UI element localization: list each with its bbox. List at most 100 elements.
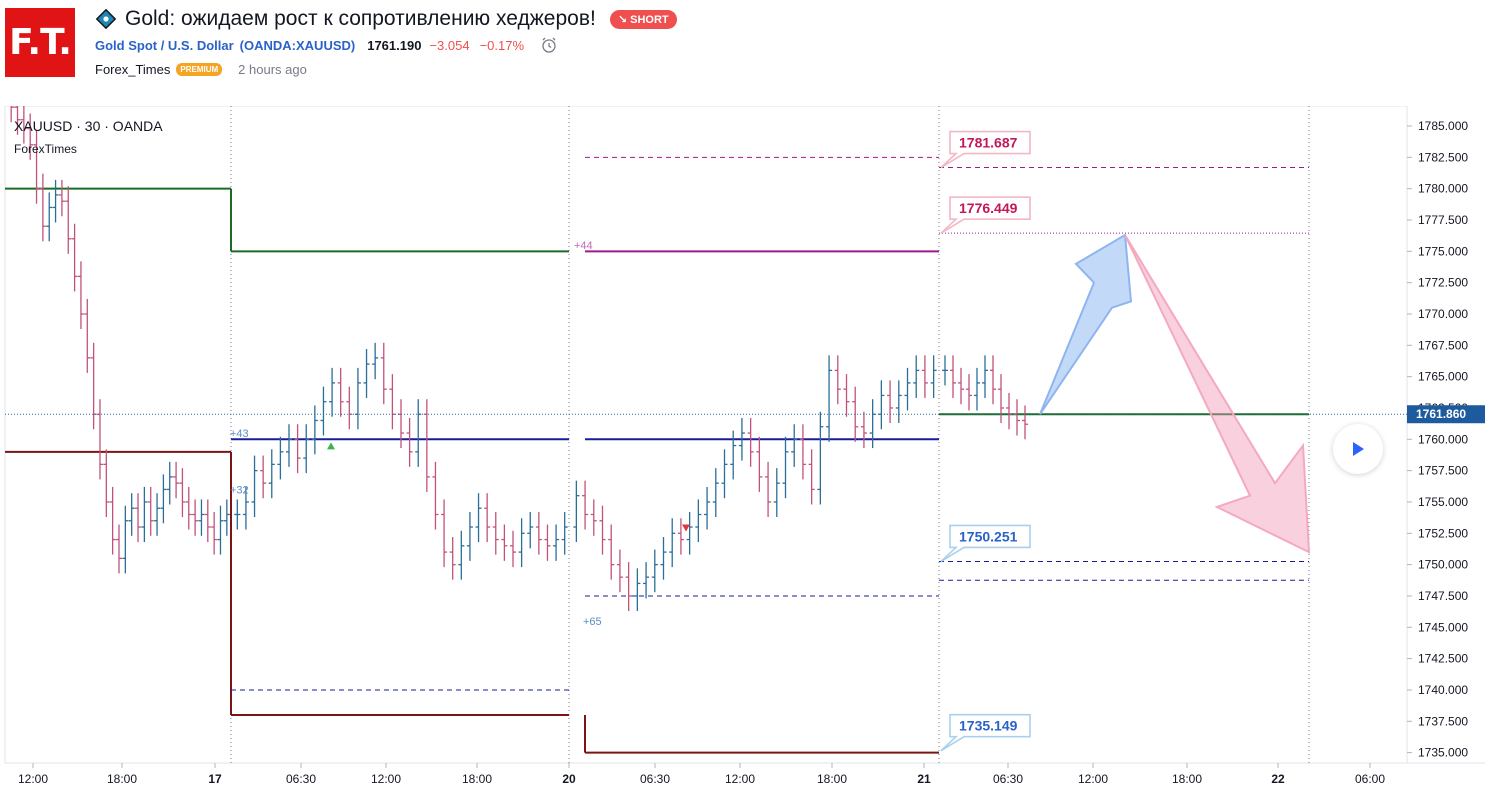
price-bar	[415, 399, 422, 467]
y-tick-label: 1735.000	[1418, 746, 1468, 760]
price-bar	[930, 355, 937, 398]
level-annotation: +65	[583, 616, 602, 628]
price-bar	[154, 493, 161, 536]
idea-header: F.T. Gold: ожидаем рост к сопротивлению …	[0, 0, 1485, 106]
forecast-up-arrow[interactable]	[1039, 233, 1133, 415]
price-bar	[826, 355, 833, 442]
y-tick-label: 1760.000	[1418, 432, 1468, 446]
symbol-price: 1761.190	[367, 37, 422, 53]
price-bar	[77, 261, 84, 330]
x-tick-label: 06:30	[286, 772, 316, 786]
price-bar	[634, 568, 641, 611]
price-bar	[712, 468, 719, 517]
price-bar	[192, 499, 199, 536]
price-bar	[704, 486, 711, 530]
x-tick-label: 06:30	[993, 772, 1023, 786]
price-bar	[998, 374, 1004, 424]
price-bar	[141, 486, 148, 543]
price-bar	[966, 374, 972, 411]
x-tick-label: 06:00	[1355, 772, 1385, 786]
price-bar	[860, 411, 867, 449]
price-bar	[921, 355, 928, 398]
price-bar	[686, 511, 693, 555]
price-bar	[277, 436, 284, 480]
price-bar	[96, 399, 103, 480]
x-tick-label: 22	[1271, 772, 1285, 786]
price-bar	[677, 518, 684, 555]
price-bar	[1022, 405, 1028, 440]
level-annotation: +44	[574, 240, 593, 252]
price-bar	[791, 424, 798, 467]
callout-value: 1750.251	[959, 528, 1018, 544]
price-bar	[346, 386, 353, 430]
play-replay-button[interactable]	[1333, 424, 1383, 474]
price-bar	[852, 386, 859, 442]
price-bar	[166, 461, 173, 505]
price-callout-blue[interactable]: 1735.149	[940, 713, 1031, 752]
price-bar	[869, 399, 876, 449]
x-tick-label: 06:30	[640, 772, 670, 786]
price-bar	[223, 499, 230, 536]
price-chart[interactable]: 1785.000 1782.500 1780.000 1777.500 1775.000…	[0, 106, 1485, 802]
price-bar	[135, 493, 142, 543]
price-bar	[116, 524, 122, 574]
price-bar	[449, 537, 456, 580]
price-bar	[286, 424, 292, 467]
price-bar	[1014, 399, 1020, 436]
y-tick-label: 1740.000	[1418, 683, 1468, 697]
price-bar	[958, 367, 964, 405]
author-logo[interactable]: F.T.	[5, 8, 75, 77]
price-bar	[942, 355, 948, 386]
y-tick-label: 1767.500	[1418, 338, 1468, 352]
price-bar	[122, 505, 129, 574]
price-bar	[817, 411, 824, 505]
price-callout-blue[interactable]: 1750.251	[940, 524, 1031, 563]
x-tick-label: 18:00	[1172, 772, 1202, 786]
price-bar	[895, 380, 902, 424]
current-price-tag	[1407, 405, 1485, 424]
price-bar	[268, 449, 275, 499]
chart-legend: XAUUSD · 30 · OANDA	[14, 118, 163, 134]
alarm-clock-icon[interactable]	[540, 36, 558, 54]
price-bar	[103, 449, 110, 517]
price-bar	[982, 355, 988, 398]
price-bar	[160, 474, 167, 524]
y-tick-label: 1765.000	[1418, 370, 1468, 384]
x-tick-label: 12:00	[725, 772, 755, 786]
price-bar	[553, 524, 560, 561]
price-bar	[561, 511, 568, 555]
price-bar	[527, 511, 534, 549]
y-tick-label: 1752.500	[1418, 526, 1468, 540]
price-bar	[27, 113, 34, 160]
callout-value: 1735.149	[959, 718, 1018, 734]
hedger-levels	[5, 156, 1309, 754]
price-bar	[913, 355, 920, 398]
y-tick-label: 1770.000	[1418, 307, 1468, 321]
price-bar	[535, 511, 542, 555]
y-tick-label: 1780.000	[1418, 182, 1468, 196]
symbol-code[interactable]: (OANDA:XAUUSD)	[239, 37, 356, 53]
level-annotation: +32	[230, 484, 249, 496]
y-tick-label: 1785.000	[1418, 119, 1468, 133]
price-bar	[109, 486, 116, 555]
price-callout-red[interactable]: 1781.687	[940, 130, 1031, 169]
price-bar	[544, 524, 551, 561]
price-bar	[217, 505, 224, 555]
price-bar	[904, 367, 911, 411]
symbol-name[interactable]: Gold Spot / U.S. Dollar	[95, 37, 234, 53]
price-bar	[625, 562, 632, 611]
forecast-down-arrow[interactable]	[1124, 234, 1311, 554]
price-bar	[204, 499, 211, 543]
author-name[interactable]: Forex_Times	[95, 61, 171, 77]
price-callout-red[interactable]: 1776.449	[940, 196, 1031, 234]
x-tick-label: 18:00	[817, 772, 847, 786]
price-bar	[765, 461, 772, 517]
price-bar	[458, 530, 465, 580]
price-bars	[10, 106, 1028, 611]
price-bar	[251, 455, 258, 517]
price-bar	[337, 367, 344, 417]
x-tick-label: 20	[562, 772, 576, 786]
price-bar	[799, 424, 806, 480]
price-bar	[128, 493, 135, 536]
level-annotation: +43	[230, 428, 249, 440]
